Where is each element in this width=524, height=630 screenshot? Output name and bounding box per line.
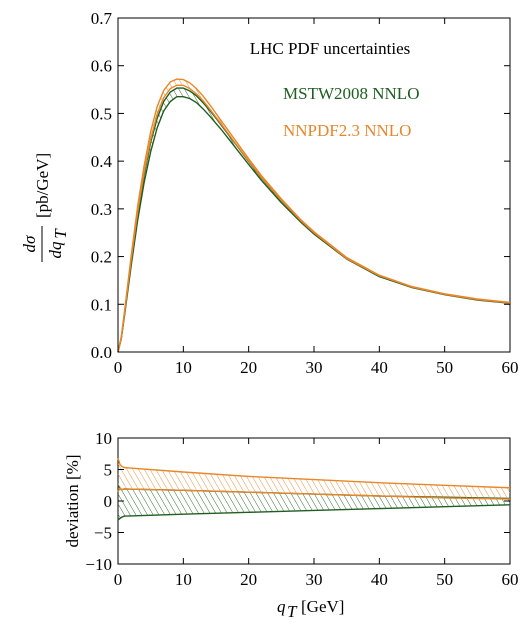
x-label-variable: q — [277, 597, 286, 616]
deviation-x-tick-label: 60 — [502, 570, 519, 589]
main-y-tick-label: 0.3 — [91, 200, 112, 219]
main-x-tick-label: 0 — [114, 358, 123, 377]
deviation-lower-edge-mstw — [117, 504, 511, 521]
main-y-tick-label: 0.1 — [91, 295, 112, 314]
deviation-x-tick-label: 10 — [175, 570, 192, 589]
deviation-x-ticks: 0 10 20 30 40 50 60 — [114, 438, 519, 589]
main-x-tick-label: 60 — [502, 358, 519, 377]
main-plot-frame — [117, 17, 511, 353]
deviation-band-nnpdf — [118, 458, 510, 500]
deviation-plot-bands — [117, 457, 511, 521]
deviation-x-tick-label: 50 — [436, 570, 453, 589]
main-lower-edge-nnpdf — [117, 84, 511, 353]
legend-entry-nnpdf: NNPDF2.3 NNLO — [283, 121, 411, 140]
main-plot-title: LHC PDF uncertainties — [250, 39, 411, 58]
y-label-numerator: dσ — [20, 235, 39, 253]
deviation-x-tick-label: 0 — [114, 570, 123, 589]
main-plot-bands — [117, 78, 511, 353]
deviation-x-tick-label: 20 — [240, 570, 257, 589]
main-y-tick-label: 0.6 — [91, 57, 112, 76]
x-label-unit: [GeV] — [301, 597, 344, 616]
deviation-y-tick-label: 10 — [95, 429, 112, 448]
main-y-tick-label: 0.0 — [91, 343, 112, 362]
main-x-ticks: 0 10 20 30 40 50 60 — [114, 18, 519, 377]
deviation-y-tick-label: 0 — [104, 492, 113, 511]
deviation-y-axis-label: deviation [%] — [63, 455, 82, 548]
legend-entry-mstw: MSTW2008 NNLO — [283, 84, 419, 103]
main-y-ticks: 0.0 0.1 0.2 0.3 0.4 0.5 0.6 0.7 — [91, 9, 510, 362]
main-x-tick-label: 20 — [240, 358, 257, 377]
main-y-tick-label: 0.7 — [91, 9, 113, 28]
y-label-unit: [pb/GeV] — [33, 153, 52, 218]
main-upper-edge-nnpdf — [117, 78, 511, 353]
deviation-lower-edge-nnpdf — [117, 487, 511, 500]
y-label-denominator: dq — [46, 241, 65, 259]
deviation-x-tick-label: 40 — [371, 570, 388, 589]
main-x-tick-label: 10 — [175, 358, 192, 377]
deviation-x-tick-label: 30 — [306, 570, 323, 589]
y-label-denominator-sub: T — [51, 228, 70, 239]
main-x-tick-label: 50 — [436, 358, 453, 377]
main-y-tick-label: 0.2 — [91, 248, 112, 267]
deviation-plot-panel: 0 10 20 30 40 50 60 −10 −5 0 5 10 deviation [%] q … — [63, 429, 519, 621]
deviation-x-axis-label: q T [GeV] — [277, 597, 344, 621]
main-plot-panel: 0 10 20 30 40 50 60 0.0 0.1 0.2 0.3 0.4 0.5 0.6 0.7 L… — [20, 9, 519, 377]
deviation-band-mstw — [118, 485, 510, 520]
main-y-axis-label: dσ dq T [pb/GeV] — [20, 153, 70, 262]
deviation-y-tick-label: −5 — [94, 524, 112, 543]
main-x-tick-label: 40 — [371, 358, 388, 377]
deviation-upper-edge-nnpdf — [117, 457, 511, 489]
main-x-tick-label: 30 — [306, 358, 323, 377]
main-y-tick-label: 0.4 — [91, 152, 113, 171]
deviation-y-tick-label: 5 — [104, 461, 113, 480]
x-label-sub: T — [287, 602, 298, 621]
deviation-y-ticks: −10 −5 0 5 10 — [85, 429, 510, 574]
deviation-y-tick-label: −10 — [85, 555, 112, 574]
main-y-tick-label: 0.5 — [91, 104, 112, 123]
